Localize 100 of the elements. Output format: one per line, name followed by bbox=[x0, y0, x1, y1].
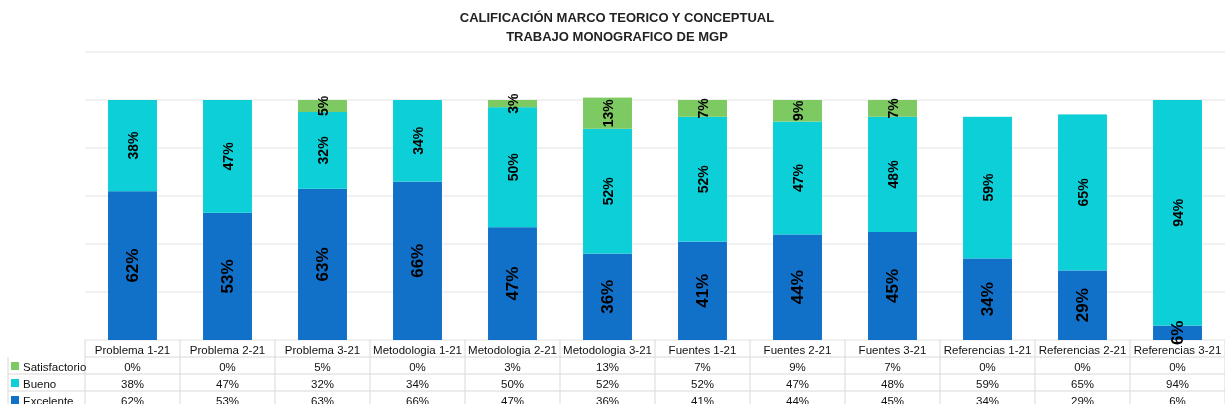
data-label: 44% bbox=[785, 394, 810, 404]
bar bbox=[108, 100, 157, 192]
data-label: 62% bbox=[120, 394, 145, 404]
text: 9% bbox=[789, 100, 806, 121]
text: 41% bbox=[693, 273, 712, 308]
data-label: 0% bbox=[409, 360, 426, 373]
bar bbox=[868, 232, 917, 340]
data-label: 45% bbox=[880, 394, 905, 404]
text: 47% bbox=[789, 163, 806, 193]
bar bbox=[1058, 114, 1107, 271]
data-label: 66% bbox=[405, 394, 430, 404]
bar bbox=[868, 116, 917, 232]
text: 45% bbox=[883, 268, 902, 304]
legend-label: Bueno bbox=[23, 377, 57, 390]
text: 63% bbox=[313, 247, 332, 282]
data-label: 38% bbox=[120, 377, 145, 390]
text: 32% bbox=[314, 136, 331, 165]
x-tick-label: Fuentes 3-21 bbox=[858, 343, 927, 356]
data-label: 7% bbox=[694, 360, 711, 373]
text: 29% bbox=[1073, 288, 1092, 323]
text: 53% bbox=[218, 259, 237, 294]
text: 44% bbox=[788, 270, 807, 305]
x-tick-label: Referencias 3-21 bbox=[1133, 343, 1222, 356]
data-label: 47% bbox=[785, 377, 810, 390]
data-label: 0% bbox=[124, 360, 141, 373]
text: 13% bbox=[599, 99, 616, 128]
text: 5% bbox=[314, 95, 331, 117]
bar bbox=[773, 234, 822, 340]
x-tick-label: Fuentes 2-21 bbox=[763, 343, 832, 356]
bar bbox=[963, 258, 1012, 340]
bar bbox=[203, 100, 252, 213]
text: 47% bbox=[503, 266, 522, 301]
data-label: 52% bbox=[690, 377, 715, 390]
bar bbox=[678, 116, 727, 242]
bar bbox=[583, 253, 632, 340]
text: 59% bbox=[979, 173, 996, 202]
x-tick-label: Problema 1-21 bbox=[94, 343, 171, 356]
text: 7% bbox=[694, 98, 711, 119]
bar bbox=[678, 241, 727, 340]
bar bbox=[393, 100, 442, 182]
x-tick-label: Referencias 1-21 bbox=[943, 343, 1032, 356]
data-label: 63% bbox=[310, 394, 335, 404]
data-label: 0% bbox=[1169, 360, 1186, 373]
data-label: 5% bbox=[314, 360, 331, 373]
bar bbox=[488, 227, 537, 340]
bar bbox=[1058, 270, 1107, 340]
text: 36% bbox=[598, 279, 617, 314]
text: 50% bbox=[504, 153, 521, 182]
text: 7% bbox=[884, 98, 901, 119]
text: 38% bbox=[124, 131, 141, 160]
data-label: 48% bbox=[880, 377, 905, 390]
data-label: 94% bbox=[1165, 377, 1190, 390]
legend-label: Excelente bbox=[23, 394, 74, 404]
data-label: 29% bbox=[1070, 394, 1095, 404]
bar bbox=[393, 181, 442, 340]
chart-title: CALIFICACIÓN MARCO TEORICO Y CONCEPTUAL TRABAJO MONOGRAFICO DE MGP bbox=[459, 10, 775, 44]
text: 52% bbox=[694, 165, 711, 194]
data-label: 65% bbox=[1070, 377, 1095, 390]
text: 66% bbox=[408, 243, 427, 278]
data-label: 47% bbox=[500, 394, 525, 404]
legend-label: Satisfactorio bbox=[23, 360, 87, 373]
data-label: 50% bbox=[500, 377, 525, 390]
data-label: 52% bbox=[595, 377, 620, 390]
data-label: 34% bbox=[975, 394, 1000, 404]
bar bbox=[203, 212, 252, 340]
x-tick-label: Metodologia 2-21 bbox=[468, 343, 557, 356]
data-label: 13% bbox=[595, 360, 620, 373]
text: 47% bbox=[219, 142, 236, 171]
data-label: 59% bbox=[975, 377, 1000, 390]
data-label: 6% bbox=[1169, 394, 1186, 404]
x-tick-label: Metodologia 1-21 bbox=[373, 343, 462, 356]
data-label: 32% bbox=[310, 377, 335, 390]
x-tick-label: Fuentes 1-21 bbox=[668, 343, 737, 356]
data-label: 0% bbox=[1074, 360, 1091, 373]
data-label: 41% bbox=[690, 394, 715, 404]
bar bbox=[298, 188, 347, 340]
text: 52% bbox=[599, 177, 616, 206]
data-label: 36% bbox=[595, 394, 620, 404]
bar bbox=[108, 191, 157, 340]
bar bbox=[583, 128, 632, 254]
data-label: 47% bbox=[215, 377, 240, 390]
data-label: 53% bbox=[215, 394, 240, 404]
text: 48% bbox=[884, 160, 901, 189]
data-label: 34% bbox=[405, 377, 430, 390]
x-tick-label: Problema 2-21 bbox=[189, 343, 266, 356]
text: 65% bbox=[1074, 178, 1091, 207]
data-label: 9% bbox=[789, 360, 806, 373]
text: 6% bbox=[1168, 320, 1187, 346]
x-tick-label: Problema 3-21 bbox=[284, 343, 361, 356]
text: 34% bbox=[978, 282, 997, 317]
text: 94% bbox=[1169, 198, 1186, 227]
text: 3% bbox=[504, 93, 521, 114]
data-label: 7% bbox=[884, 360, 901, 373]
bar bbox=[963, 116, 1012, 259]
bar bbox=[773, 121, 822, 235]
x-tick-label: Metodologia 3-21 bbox=[563, 343, 652, 356]
text: 34% bbox=[409, 126, 426, 155]
text: 62% bbox=[123, 248, 142, 283]
data-label: 0% bbox=[979, 360, 996, 373]
x-tick-label: Referencias 2-21 bbox=[1038, 343, 1127, 356]
